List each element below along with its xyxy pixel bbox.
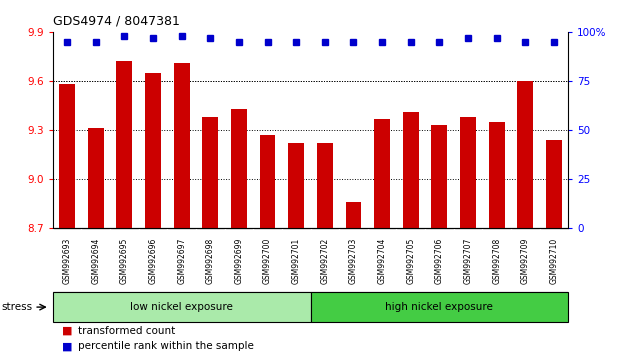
- Text: GSM992710: GSM992710: [550, 238, 558, 284]
- Text: GSM992708: GSM992708: [492, 238, 501, 284]
- Bar: [345, 202, 361, 228]
- Text: GSM992694: GSM992694: [91, 238, 100, 284]
- Bar: [117, 61, 132, 228]
- Text: GSM992696: GSM992696: [148, 238, 158, 284]
- Bar: [546, 140, 562, 228]
- Text: GSM992709: GSM992709: [521, 238, 530, 284]
- Text: percentile rank within the sample: percentile rank within the sample: [78, 341, 253, 351]
- Text: GSM992695: GSM992695: [120, 238, 129, 284]
- Text: stress: stress: [1, 302, 32, 312]
- Bar: [489, 122, 504, 228]
- Text: GSM992701: GSM992701: [292, 238, 301, 284]
- Bar: [432, 125, 447, 228]
- Text: GDS4974 / 8047381: GDS4974 / 8047381: [53, 14, 179, 27]
- Text: GSM992700: GSM992700: [263, 238, 272, 284]
- Text: GSM992698: GSM992698: [206, 238, 215, 284]
- Text: low nickel exposure: low nickel exposure: [130, 302, 233, 312]
- Bar: [460, 117, 476, 228]
- Bar: [231, 109, 247, 228]
- Text: GSM992706: GSM992706: [435, 238, 444, 284]
- Bar: [145, 73, 161, 228]
- Text: high nickel exposure: high nickel exposure: [386, 302, 493, 312]
- Bar: [260, 135, 276, 228]
- Bar: [53, 292, 310, 322]
- Bar: [403, 112, 419, 228]
- Bar: [317, 143, 333, 228]
- Bar: [174, 63, 189, 228]
- Text: GSM992699: GSM992699: [234, 238, 243, 284]
- Bar: [517, 81, 533, 228]
- Text: GSM992704: GSM992704: [378, 238, 387, 284]
- Text: ■: ■: [62, 326, 73, 336]
- Bar: [88, 129, 104, 228]
- Text: ■: ■: [62, 341, 73, 351]
- Text: GSM992693: GSM992693: [63, 238, 71, 284]
- Text: GSM992702: GSM992702: [320, 238, 329, 284]
- Text: GSM992707: GSM992707: [463, 238, 473, 284]
- Bar: [59, 84, 75, 228]
- Bar: [202, 117, 218, 228]
- Text: GSM992705: GSM992705: [406, 238, 415, 284]
- Text: GSM992703: GSM992703: [349, 238, 358, 284]
- Bar: [310, 292, 568, 322]
- Bar: [374, 119, 390, 228]
- Text: transformed count: transformed count: [78, 326, 175, 336]
- Bar: [288, 143, 304, 228]
- Text: GSM992697: GSM992697: [177, 238, 186, 284]
